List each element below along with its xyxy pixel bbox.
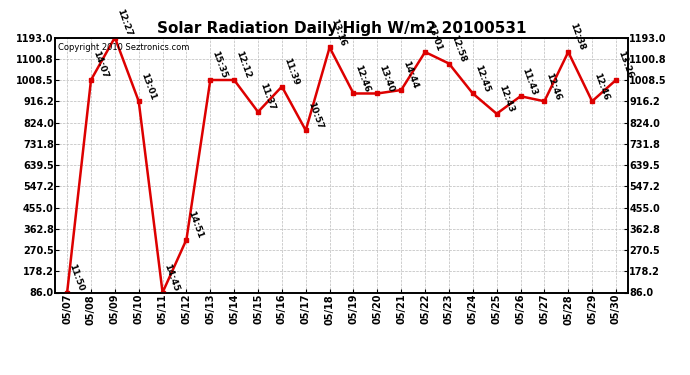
- Text: 14:45: 14:45: [163, 262, 181, 292]
- Text: 12:46: 12:46: [544, 71, 562, 101]
- Text: 15:35: 15:35: [210, 50, 228, 80]
- Text: 12:43: 12:43: [497, 84, 515, 114]
- Text: 12:46: 12:46: [353, 63, 372, 93]
- Text: 12:38: 12:38: [569, 22, 586, 52]
- Text: 13:01: 13:01: [425, 22, 443, 52]
- Text: 11:43: 11:43: [520, 66, 539, 96]
- Text: 13:01: 13:01: [139, 71, 157, 101]
- Text: 14:44: 14:44: [401, 60, 420, 90]
- Text: 14:51: 14:51: [186, 209, 205, 240]
- Text: 11:39: 11:39: [282, 57, 300, 87]
- Text: 12:45: 12:45: [473, 63, 491, 93]
- Text: Copyright 2010 Seztronics.com: Copyright 2010 Seztronics.com: [58, 43, 190, 52]
- Text: 10:57: 10:57: [306, 100, 324, 130]
- Text: 12:12: 12:12: [234, 50, 253, 80]
- Text: 12:58: 12:58: [449, 33, 467, 63]
- Text: 11:37: 11:37: [258, 82, 276, 112]
- Text: 12:27: 12:27: [115, 8, 133, 38]
- Text: 13:16: 13:16: [330, 17, 348, 47]
- Text: 14:07: 14:07: [91, 50, 109, 80]
- Text: 12:46: 12:46: [592, 71, 611, 101]
- Text: 13:26: 13:26: [616, 50, 634, 80]
- Title: Solar Radiation Daily High W/m2 20100531: Solar Radiation Daily High W/m2 20100531: [157, 21, 526, 36]
- Text: 11:50: 11:50: [67, 262, 86, 292]
- Text: 13:40: 13:40: [377, 63, 395, 93]
